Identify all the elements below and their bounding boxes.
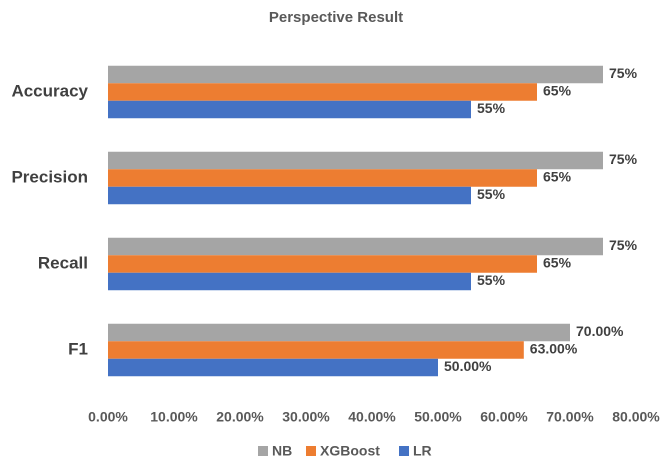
y-tick-label: Recall xyxy=(38,253,88,272)
x-tick-label: 40.00% xyxy=(348,409,396,425)
bar xyxy=(108,65,603,84)
bar xyxy=(108,255,537,273)
x-tick-label: 30.00% xyxy=(282,409,330,425)
data-label: 55% xyxy=(477,186,506,202)
data-label: 65% xyxy=(543,169,572,185)
data-label: 75% xyxy=(609,65,638,81)
bar xyxy=(108,169,537,187)
x-tick-label: 70.00% xyxy=(546,409,594,425)
legend-label: LR xyxy=(413,443,432,459)
bar xyxy=(108,151,603,170)
legend-swatch xyxy=(306,446,316,456)
y-tick-label: Precision xyxy=(11,167,88,186)
chart-title: Perspective Result xyxy=(269,9,403,26)
legend-label: XGBoost xyxy=(320,443,380,459)
data-label: 55% xyxy=(477,272,506,288)
y-tick-label: F1 xyxy=(68,339,88,358)
legend-label: NB xyxy=(272,443,292,459)
y-tick-label: Accuracy xyxy=(11,81,88,100)
bar xyxy=(108,237,603,256)
data-label: 70.00% xyxy=(576,323,624,339)
bar xyxy=(108,100,471,119)
data-label: 75% xyxy=(609,237,638,253)
bar xyxy=(108,358,438,377)
data-label: 65% xyxy=(543,83,572,99)
x-tick-label: 80.00% xyxy=(612,409,660,425)
bar xyxy=(108,83,537,101)
bar xyxy=(108,186,471,205)
data-label: 75% xyxy=(609,151,638,167)
x-tick-label: 20.00% xyxy=(216,409,264,425)
legend-swatch xyxy=(258,446,268,456)
x-tick-label: 0.00% xyxy=(88,409,128,425)
x-tick-label: 10.00% xyxy=(150,409,198,425)
data-label: 55% xyxy=(477,100,506,116)
legend-swatch xyxy=(399,446,409,456)
bar xyxy=(108,323,570,342)
bar xyxy=(108,341,524,359)
bar xyxy=(108,272,471,291)
data-label: 65% xyxy=(543,255,572,271)
data-label: 63.00% xyxy=(530,341,578,357)
data-label: 50.00% xyxy=(444,358,492,374)
x-tick-label: 50.00% xyxy=(414,409,462,425)
x-tick-label: 60.00% xyxy=(480,409,528,425)
